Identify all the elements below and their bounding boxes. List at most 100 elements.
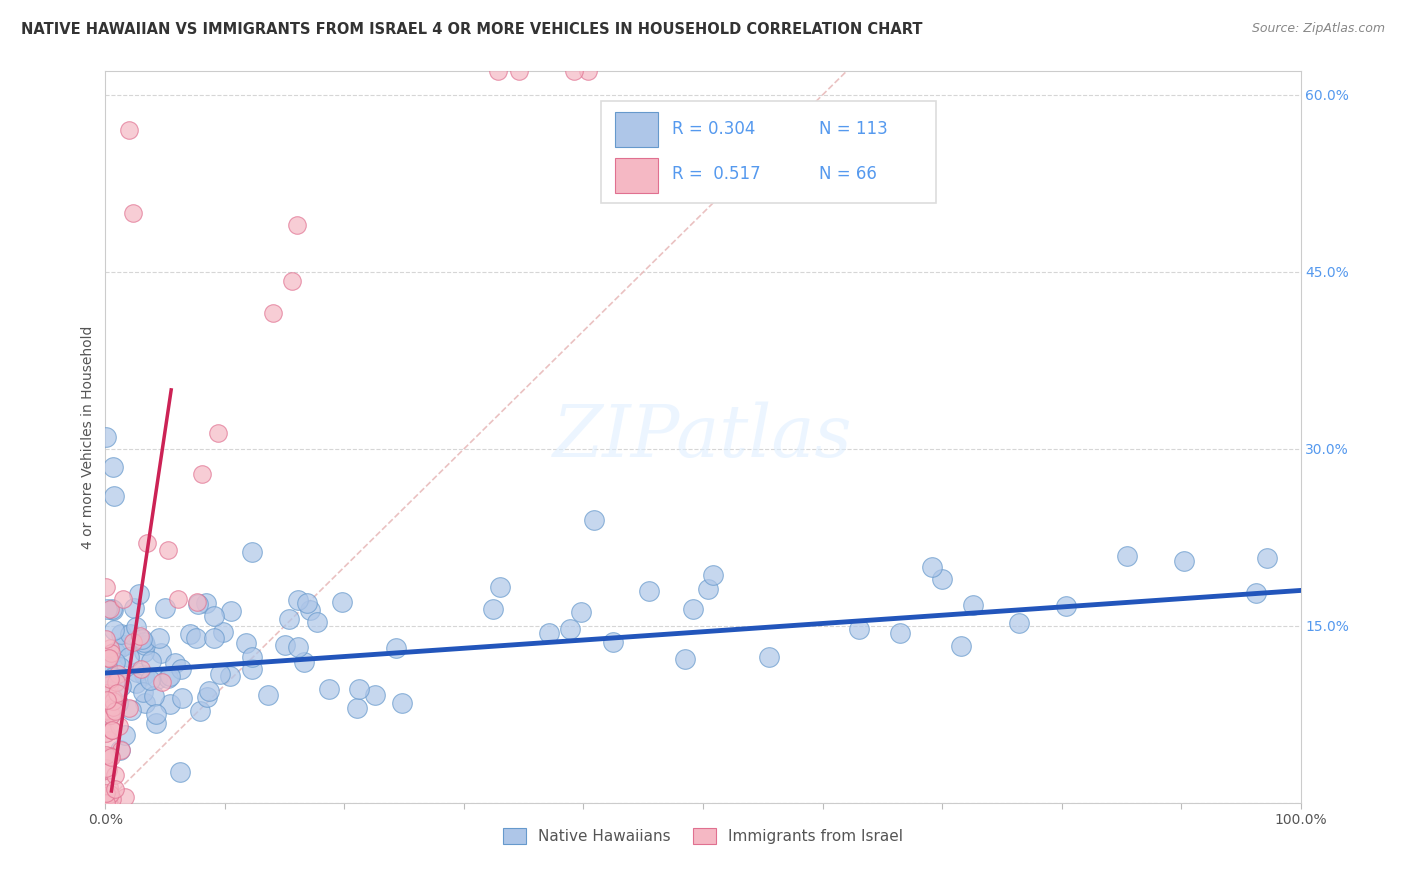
Native Hawaiians xyxy=(134,638,156,652)
Native Hawaiians xyxy=(1173,553,1195,567)
Immigrants from Israel xyxy=(96,693,118,707)
Native Hawaiians xyxy=(179,626,201,640)
Immigrants from Israel xyxy=(96,703,118,717)
Native Hawaiians xyxy=(103,624,125,638)
Native Hawaiians xyxy=(142,689,165,703)
Immigrants from Israel xyxy=(97,705,120,719)
Native Hawaiians xyxy=(131,632,153,646)
Text: ZIPatlas: ZIPatlas xyxy=(553,401,853,473)
Text: Source: ZipAtlas.com: Source: ZipAtlas.com xyxy=(1251,22,1385,36)
Immigrants from Israel xyxy=(136,536,159,550)
Native Hawaiians xyxy=(218,669,240,683)
Immigrants from Israel xyxy=(94,786,117,800)
Native Hawaiians xyxy=(240,545,263,559)
Native Hawaiians xyxy=(560,622,582,636)
Immigrants from Israel xyxy=(114,789,136,804)
Native Hawaiians xyxy=(134,696,156,710)
Native Hawaiians xyxy=(305,615,328,630)
Native Hawaiians xyxy=(889,626,911,640)
Native Hawaiians xyxy=(163,656,186,670)
Native Hawaiians xyxy=(583,513,606,527)
Native Hawaiians xyxy=(197,684,219,698)
Immigrants from Israel xyxy=(94,796,117,810)
Native Hawaiians xyxy=(114,728,136,742)
Native Hawaiians xyxy=(931,572,953,586)
Native Hawaiians xyxy=(235,636,257,650)
Native Hawaiians xyxy=(120,703,142,717)
Native Hawaiians xyxy=(156,671,179,685)
Native Hawaiians xyxy=(114,638,136,652)
Immigrants from Israel xyxy=(207,425,229,440)
Immigrants from Israel xyxy=(100,750,122,764)
Native Hawaiians xyxy=(110,680,132,694)
Native Hawaiians xyxy=(96,602,118,616)
Native Hawaiians xyxy=(169,764,191,779)
Native Hawaiians xyxy=(364,688,387,702)
Native Hawaiians xyxy=(537,625,560,640)
Native Hawaiians xyxy=(128,587,150,601)
Native Hawaiians xyxy=(101,603,124,617)
Native Hawaiians xyxy=(292,655,315,669)
Immigrants from Israel xyxy=(94,580,117,594)
Immigrants from Israel xyxy=(118,700,141,714)
Immigrants from Israel xyxy=(100,672,122,686)
Immigrants from Israel xyxy=(110,742,132,756)
Native Hawaiians xyxy=(702,568,724,582)
Native Hawaiians xyxy=(318,682,340,697)
Immigrants from Israel xyxy=(98,650,121,665)
Native Hawaiians xyxy=(1256,550,1278,565)
Immigrants from Israel xyxy=(97,780,120,794)
Native Hawaiians xyxy=(104,655,127,669)
Immigrants from Israel xyxy=(97,650,120,665)
Native Hawaiians xyxy=(482,601,505,615)
Native Hawaiians xyxy=(97,673,120,687)
Immigrants from Israel xyxy=(281,274,304,288)
Native Hawaiians xyxy=(159,697,181,711)
Immigrants from Israel xyxy=(118,123,141,137)
Native Hawaiians xyxy=(1008,615,1031,630)
Native Hawaiians xyxy=(330,594,353,608)
Native Hawaiians xyxy=(139,654,162,668)
Native Hawaiians xyxy=(697,582,720,597)
Native Hawaiians xyxy=(100,601,122,615)
Immigrants from Israel xyxy=(122,206,145,220)
Native Hawaiians xyxy=(211,625,233,640)
Native Hawaiians xyxy=(124,676,146,690)
Immigrants from Israel xyxy=(97,796,120,810)
Native Hawaiians xyxy=(187,598,209,612)
Native Hawaiians xyxy=(110,627,132,641)
Native Hawaiians xyxy=(202,631,225,645)
Native Hawaiians xyxy=(103,676,125,690)
Immigrants from Israel xyxy=(101,693,124,707)
Immigrants from Israel xyxy=(190,467,212,481)
Native Hawaiians xyxy=(104,645,127,659)
Immigrants from Israel xyxy=(105,686,128,700)
Text: NATIVE HAWAIIAN VS IMMIGRANTS FROM ISRAEL 4 OR MORE VEHICLES IN HOUSEHOLD CORREL: NATIVE HAWAIIAN VS IMMIGRANTS FROM ISRAE… xyxy=(21,22,922,37)
Native Hawaiians xyxy=(125,665,148,679)
Native Hawaiians xyxy=(1054,599,1077,614)
Native Hawaiians xyxy=(682,602,704,616)
Native Hawaiians xyxy=(346,701,368,715)
Immigrants from Israel xyxy=(94,726,117,740)
Native Hawaiians xyxy=(1246,585,1268,599)
Native Hawaiians xyxy=(257,688,280,702)
Native Hawaiians xyxy=(298,603,321,617)
Native Hawaiians xyxy=(950,639,973,653)
Native Hawaiians xyxy=(96,660,118,674)
Legend: Native Hawaiians, Immigrants from Israel: Native Hawaiians, Immigrants from Israel xyxy=(496,822,910,850)
Immigrants from Israel xyxy=(97,678,120,692)
Immigrants from Israel xyxy=(104,781,127,796)
Immigrants from Israel xyxy=(100,646,122,660)
Native Hawaiians xyxy=(139,673,162,687)
Immigrants from Israel xyxy=(167,592,190,607)
Native Hawaiians xyxy=(118,626,141,640)
Native Hawaiians xyxy=(240,649,263,664)
Native Hawaiians xyxy=(489,581,512,595)
Native Hawaiians xyxy=(108,742,131,756)
Native Hawaiians xyxy=(287,640,309,654)
Native Hawaiians xyxy=(602,635,624,649)
Native Hawaiians xyxy=(921,559,943,574)
Immigrants from Israel xyxy=(96,761,118,775)
Immigrants from Israel xyxy=(101,723,124,737)
Immigrants from Israel xyxy=(96,708,118,723)
